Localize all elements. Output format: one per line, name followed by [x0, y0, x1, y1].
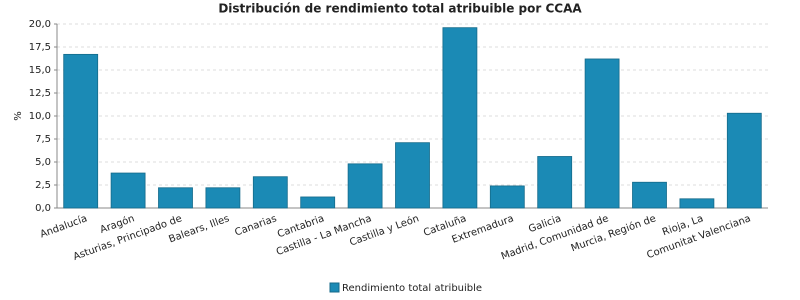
y-tick-label: 2,5	[35, 180, 51, 191]
chart-title: Distribución de rendimiento total atribu…	[218, 2, 582, 16]
bar	[205, 187, 241, 209]
bar	[726, 112, 762, 209]
legend-label: Rendimiento total atribuible	[342, 283, 482, 294]
bar	[584, 58, 620, 209]
bar	[347, 163, 383, 209]
bar	[158, 187, 193, 209]
bar	[537, 156, 573, 209]
bar	[489, 185, 525, 209]
bar	[110, 172, 146, 209]
bar	[252, 176, 288, 209]
y-axis-label: %	[13, 111, 24, 121]
x-tick-label: Canarias	[233, 213, 278, 238]
bar	[632, 181, 667, 209]
x-tick-label: Andalucía	[38, 212, 88, 240]
bar	[395, 142, 430, 209]
y-tick-label: 10,0	[29, 111, 51, 122]
bar	[63, 53, 99, 209]
y-tick-label: 7,5	[35, 134, 51, 145]
y-tick-label: 17,5	[29, 42, 51, 53]
legend-swatch	[329, 282, 340, 293]
y-tick-label: 20,0	[29, 19, 51, 30]
bar	[679, 198, 715, 209]
y-tick-label: 15,0	[29, 65, 51, 76]
y-tick-label: 5,0	[35, 157, 51, 168]
bar	[300, 196, 336, 209]
y-tick-label: 0,0	[35, 203, 51, 214]
y-tick-label: 12,5	[29, 88, 51, 99]
bar	[442, 27, 478, 209]
